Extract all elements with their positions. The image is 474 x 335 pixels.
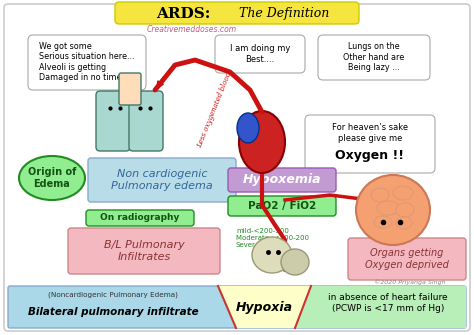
FancyBboxPatch shape bbox=[86, 210, 194, 226]
Ellipse shape bbox=[377, 201, 399, 215]
Ellipse shape bbox=[374, 216, 392, 228]
FancyBboxPatch shape bbox=[96, 91, 130, 151]
Text: We got some
Serious situation here...
Alveoli is getting
Damaged in no time !!: We got some Serious situation here... Al… bbox=[39, 42, 135, 82]
Text: Hypoxemia: Hypoxemia bbox=[243, 174, 321, 187]
FancyBboxPatch shape bbox=[8, 286, 466, 328]
Ellipse shape bbox=[252, 237, 292, 273]
FancyBboxPatch shape bbox=[4, 4, 470, 331]
Text: The Definition: The Definition bbox=[231, 7, 329, 20]
FancyBboxPatch shape bbox=[68, 228, 220, 274]
Ellipse shape bbox=[19, 156, 85, 200]
Text: PaO2 / FiO2: PaO2 / FiO2 bbox=[248, 201, 316, 211]
FancyBboxPatch shape bbox=[228, 196, 336, 216]
Ellipse shape bbox=[396, 217, 412, 229]
Text: Origin of
Edema: Origin of Edema bbox=[28, 167, 76, 189]
Text: Organs getting
Oxygen deprived: Organs getting Oxygen deprived bbox=[365, 248, 449, 270]
Text: Less oxygenated blood: Less oxygenated blood bbox=[196, 71, 234, 149]
Text: For heaven’s sake
please give me: For heaven’s sake please give me bbox=[332, 123, 408, 143]
Text: ©2020 Priyanga Singh: ©2020 Priyanga Singh bbox=[374, 279, 446, 285]
FancyBboxPatch shape bbox=[129, 91, 163, 151]
Text: in absence of heart failure
(PCWP is <17 mm of Hg): in absence of heart failure (PCWP is <17… bbox=[328, 293, 448, 313]
FancyBboxPatch shape bbox=[348, 238, 466, 280]
Text: mild-<200-300
Moderate -<100-200
Sever-<100: mild-<200-300 Moderate -<100-200 Sever-<… bbox=[236, 228, 309, 248]
Ellipse shape bbox=[396, 203, 414, 217]
FancyBboxPatch shape bbox=[228, 168, 336, 192]
Ellipse shape bbox=[356, 175, 430, 245]
Text: B/L Pulmonary
Infiltrates: B/L Pulmonary Infiltrates bbox=[104, 240, 184, 262]
Text: (Noncardiogenic Pulmonary Edema): (Noncardiogenic Pulmonary Edema) bbox=[48, 292, 178, 298]
Ellipse shape bbox=[239, 111, 285, 173]
Polygon shape bbox=[295, 286, 466, 328]
Text: Creativemeddoses.com: Creativemeddoses.com bbox=[147, 25, 237, 35]
Text: I am doing my
Best....: I am doing my Best.... bbox=[230, 44, 290, 64]
FancyBboxPatch shape bbox=[305, 115, 435, 173]
FancyBboxPatch shape bbox=[115, 2, 359, 24]
Text: Non cardiogenic
Pulmonary edema: Non cardiogenic Pulmonary edema bbox=[111, 169, 213, 191]
Ellipse shape bbox=[281, 249, 309, 275]
Ellipse shape bbox=[393, 186, 413, 200]
Text: Lungs on the
Other hand are
Being lazy ...: Lungs on the Other hand are Being lazy .… bbox=[343, 42, 405, 72]
Text: Hypoxia: Hypoxia bbox=[236, 302, 292, 315]
Ellipse shape bbox=[371, 188, 389, 202]
FancyBboxPatch shape bbox=[88, 158, 236, 202]
Ellipse shape bbox=[237, 113, 259, 143]
Text: Oxygen !!: Oxygen !! bbox=[336, 148, 404, 161]
Polygon shape bbox=[218, 286, 311, 328]
Text: Bilateral pulmonary infiltrate: Bilateral pulmonary infiltrate bbox=[27, 307, 198, 317]
FancyBboxPatch shape bbox=[318, 35, 430, 80]
FancyBboxPatch shape bbox=[28, 35, 146, 90]
FancyBboxPatch shape bbox=[119, 73, 141, 105]
FancyBboxPatch shape bbox=[215, 35, 305, 73]
Text: On radiography: On radiography bbox=[100, 213, 180, 222]
Text: ARDS:: ARDS: bbox=[156, 7, 210, 21]
